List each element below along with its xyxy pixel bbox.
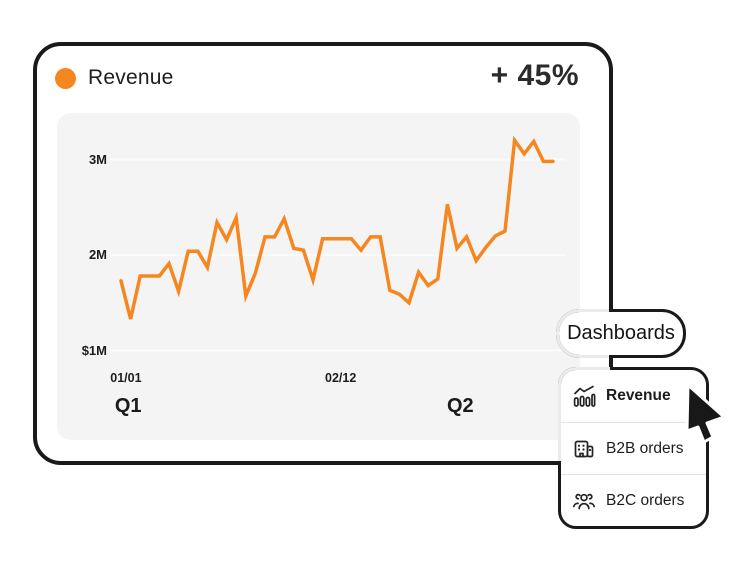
chart-canvas bbox=[110, 135, 565, 352]
dashboards-menu: Revenue B2B orders B2C orders bbox=[558, 367, 709, 529]
menu-item-b2c-orders[interactable]: B2C orders bbox=[561, 474, 706, 526]
revenue-line-chart: 3M 2M $1M 01/01 02/12 Q1 Q2 bbox=[57, 113, 580, 440]
ytick-1m: $1M bbox=[81, 342, 107, 358]
menu-item-b2b-orders[interactable]: B2B orders bbox=[561, 422, 706, 474]
xtick-0101: 01/01 bbox=[110, 371, 142, 385]
xtick-0212: 02/12 bbox=[325, 371, 357, 385]
quarter-label-q2: Q2 bbox=[447, 395, 474, 417]
dashboards-button-label: Dashboards bbox=[567, 322, 675, 344]
card-header: Revenue + 45% bbox=[37, 46, 609, 112]
card-title: Revenue bbox=[88, 66, 174, 89]
ytick-3m: 3M bbox=[88, 151, 107, 167]
delta-badge: + 45% bbox=[490, 59, 579, 92]
quarter-label-q1: Q1 bbox=[114, 395, 142, 417]
cursor-pointer-icon bbox=[685, 383, 726, 444]
menu-item-label: B2B orders bbox=[606, 439, 684, 457]
menu-item-label: B2C orders bbox=[606, 491, 685, 509]
chart-trend-icon bbox=[573, 385, 596, 407]
menu-item-label: Revenue bbox=[606, 387, 671, 404]
gridlines bbox=[110, 158, 565, 352]
revenue-series-line bbox=[119, 135, 555, 320]
revenue-legend-dot-icon bbox=[55, 68, 76, 89]
ytick-2m: 2M bbox=[88, 247, 107, 262]
revenue-card: Revenue + 45% 3M 2M $1M 01/01 02/12 Q1 Q… bbox=[33, 42, 613, 465]
menu-item-revenue[interactable]: Revenue bbox=[561, 370, 706, 422]
building-icon bbox=[574, 440, 594, 457]
dashboards-button[interactable]: Dashboards bbox=[556, 309, 686, 358]
people-icon bbox=[572, 493, 596, 509]
